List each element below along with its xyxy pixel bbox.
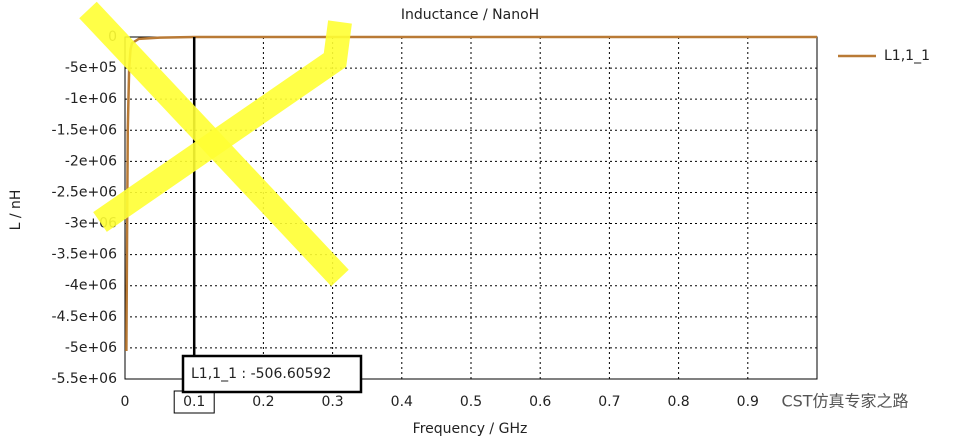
x-axis-label: Frequency / GHz	[413, 421, 528, 437]
annotation: L1,1_1 : -506.60592	[191, 366, 331, 382]
highlight-cross	[79, 1, 352, 287]
y-tick-label: -3.5e+06	[52, 247, 118, 263]
y-tick-label: -4.5e+06	[52, 309, 118, 325]
x-tick-label: 0	[121, 394, 130, 410]
y-tick-label: -1.5e+06	[52, 122, 118, 138]
x-tick-label: 0.8	[667, 394, 689, 410]
x-tick-label: 0.3	[321, 394, 343, 410]
y-axis-label: L / nH	[8, 190, 24, 231]
x-tick-label: 0.1	[183, 394, 205, 410]
legend-label: L1,1_1	[884, 48, 930, 64]
y-tick-label: -5e+05	[65, 60, 117, 76]
y-tick-label: -1e+06	[65, 91, 117, 107]
annotation-box	[181, 354, 363, 394]
y-tick-label: -2.5e+06	[52, 184, 118, 200]
x-tick-label: 0.6	[529, 394, 551, 410]
x-tick-label: 0.7	[598, 394, 620, 410]
y-tick-label: -5.5e+06	[52, 371, 118, 387]
x-tick-label: 0.2	[252, 394, 274, 410]
y-tick-label: -4e+06	[65, 278, 117, 294]
x-tick-label: 0.5	[460, 394, 482, 410]
chart-title: Inductance / NanoH	[401, 7, 539, 23]
y-tick-label: -5e+06	[65, 340, 117, 356]
watermark: CST仿真专家之路	[781, 392, 908, 411]
y-tick-label: -2e+06	[65, 153, 117, 169]
x-tick-label: 0.9	[737, 394, 759, 410]
x-tick-label: 0.4	[391, 394, 413, 410]
